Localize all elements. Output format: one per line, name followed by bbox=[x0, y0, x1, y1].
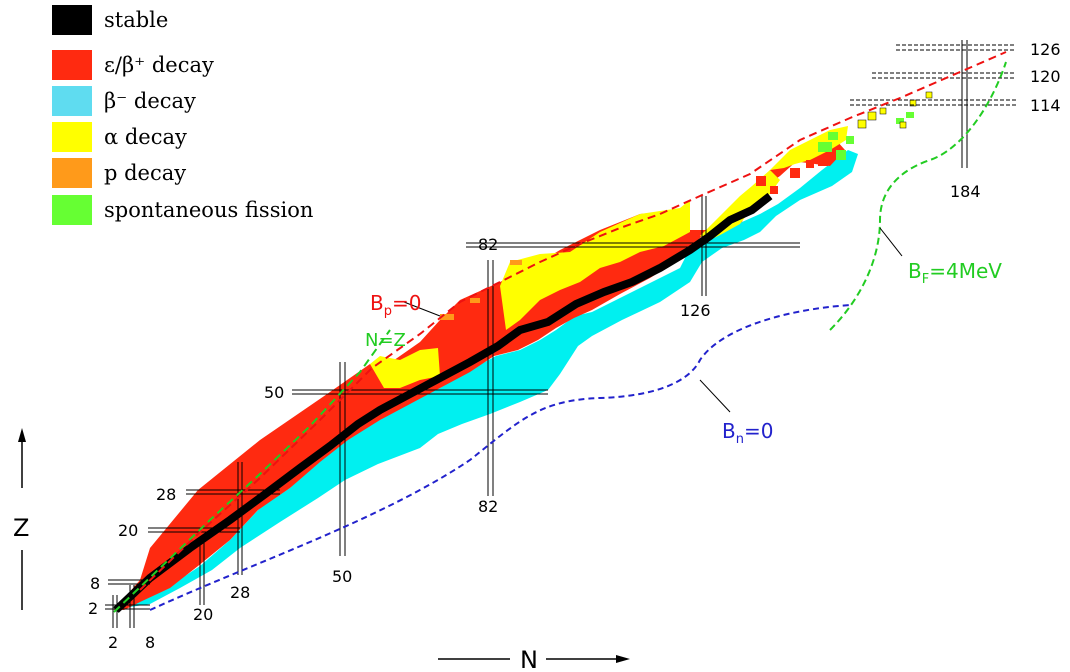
z-magic-labels: 2 8 20 28 50 82 114 120 126 bbox=[88, 40, 1061, 618]
z-label-114: 114 bbox=[1030, 96, 1061, 115]
n-label-184: 184 bbox=[950, 182, 981, 201]
z-label-82: 82 bbox=[478, 235, 498, 254]
legend-item-alpha: α decay bbox=[52, 120, 187, 154]
legend-label-alpha: α decay bbox=[104, 125, 187, 149]
legend-swatch-beta-minus bbox=[52, 86, 92, 116]
z-label-126: 126 bbox=[1030, 40, 1061, 59]
ec-region bbox=[114, 140, 845, 610]
legend-label-fission: spontaneous fission bbox=[104, 198, 314, 222]
alpha-region-3 bbox=[700, 170, 780, 240]
n-label-126: 126 bbox=[680, 301, 711, 320]
z-axis-arrow-icon bbox=[18, 428, 26, 442]
z-label-28: 28 bbox=[156, 485, 176, 504]
n-label-82: 82 bbox=[478, 497, 498, 516]
bf-line bbox=[829, 61, 1007, 331]
n-label-28: 28 bbox=[230, 583, 250, 602]
z-axis-label: Z bbox=[13, 514, 29, 542]
legend-swatch-stable bbox=[52, 5, 92, 35]
n-label-8: 8 bbox=[145, 633, 155, 652]
legend-swatch-fission bbox=[52, 195, 92, 225]
bp-zero-line bbox=[139, 51, 1007, 591]
z-label-120: 120 bbox=[1030, 67, 1061, 86]
legend-swatch-ec bbox=[52, 50, 92, 80]
legend-label-stable: stable bbox=[104, 8, 169, 32]
stable-valley bbox=[113, 192, 773, 613]
n-label-20: 20 bbox=[193, 605, 213, 624]
z-label-20: 20 bbox=[118, 521, 138, 540]
bn-label: Bn=0 bbox=[722, 419, 773, 447]
bp-label: Bp=0 bbox=[370, 291, 421, 319]
z-label-2: 2 bbox=[88, 599, 98, 618]
bn-zero-line bbox=[149, 304, 851, 611]
beta-minus-region bbox=[124, 150, 858, 608]
nz-label: N=Z bbox=[365, 330, 406, 351]
legend-swatch-alpha bbox=[52, 122, 92, 152]
z-axis: Z bbox=[13, 428, 29, 610]
legend-label-proton: p decay bbox=[104, 161, 187, 185]
bn-leader bbox=[699, 379, 731, 413]
n-magic-labels: 2 8 20 28 50 82 126 184 bbox=[108, 182, 981, 652]
legend-item-beta-minus: β⁻ decay bbox=[52, 84, 196, 118]
legend-item-stable: stable bbox=[52, 3, 168, 37]
proton-decay-edge bbox=[440, 260, 522, 320]
superheavy-magic-lines bbox=[850, 44, 1016, 106]
bf-leader bbox=[879, 227, 903, 257]
superheavy-island bbox=[857, 91, 933, 129]
n-label-50: 50 bbox=[332, 567, 352, 586]
n-axis-arrow-icon bbox=[616, 655, 630, 663]
bp-leader bbox=[403, 301, 441, 317]
n-label-2: 2 bbox=[108, 633, 118, 652]
legend-item-ec: ε/β⁺ decay bbox=[52, 48, 214, 82]
n-axis-label: N bbox=[520, 646, 538, 672]
fission-region bbox=[818, 112, 914, 160]
scattered-red bbox=[756, 156, 828, 194]
z-label-8: 8 bbox=[90, 574, 100, 593]
legend-label-ec: ε/β⁺ decay bbox=[104, 53, 214, 77]
alpha-region-2 bbox=[500, 200, 690, 330]
legend-item-proton: p decay bbox=[52, 156, 186, 190]
legend-item-fission: spontaneous fission bbox=[52, 193, 313, 227]
nuclide-band bbox=[113, 91, 933, 613]
bf-label: BF=4MeV bbox=[908, 259, 1002, 287]
n-axis: N bbox=[438, 646, 630, 672]
z-label-50: 50 bbox=[264, 383, 284, 402]
legend-label-beta-minus: β⁻ decay bbox=[104, 89, 196, 113]
nz-line bbox=[113, 329, 391, 613]
legend-swatch-proton bbox=[52, 158, 92, 188]
